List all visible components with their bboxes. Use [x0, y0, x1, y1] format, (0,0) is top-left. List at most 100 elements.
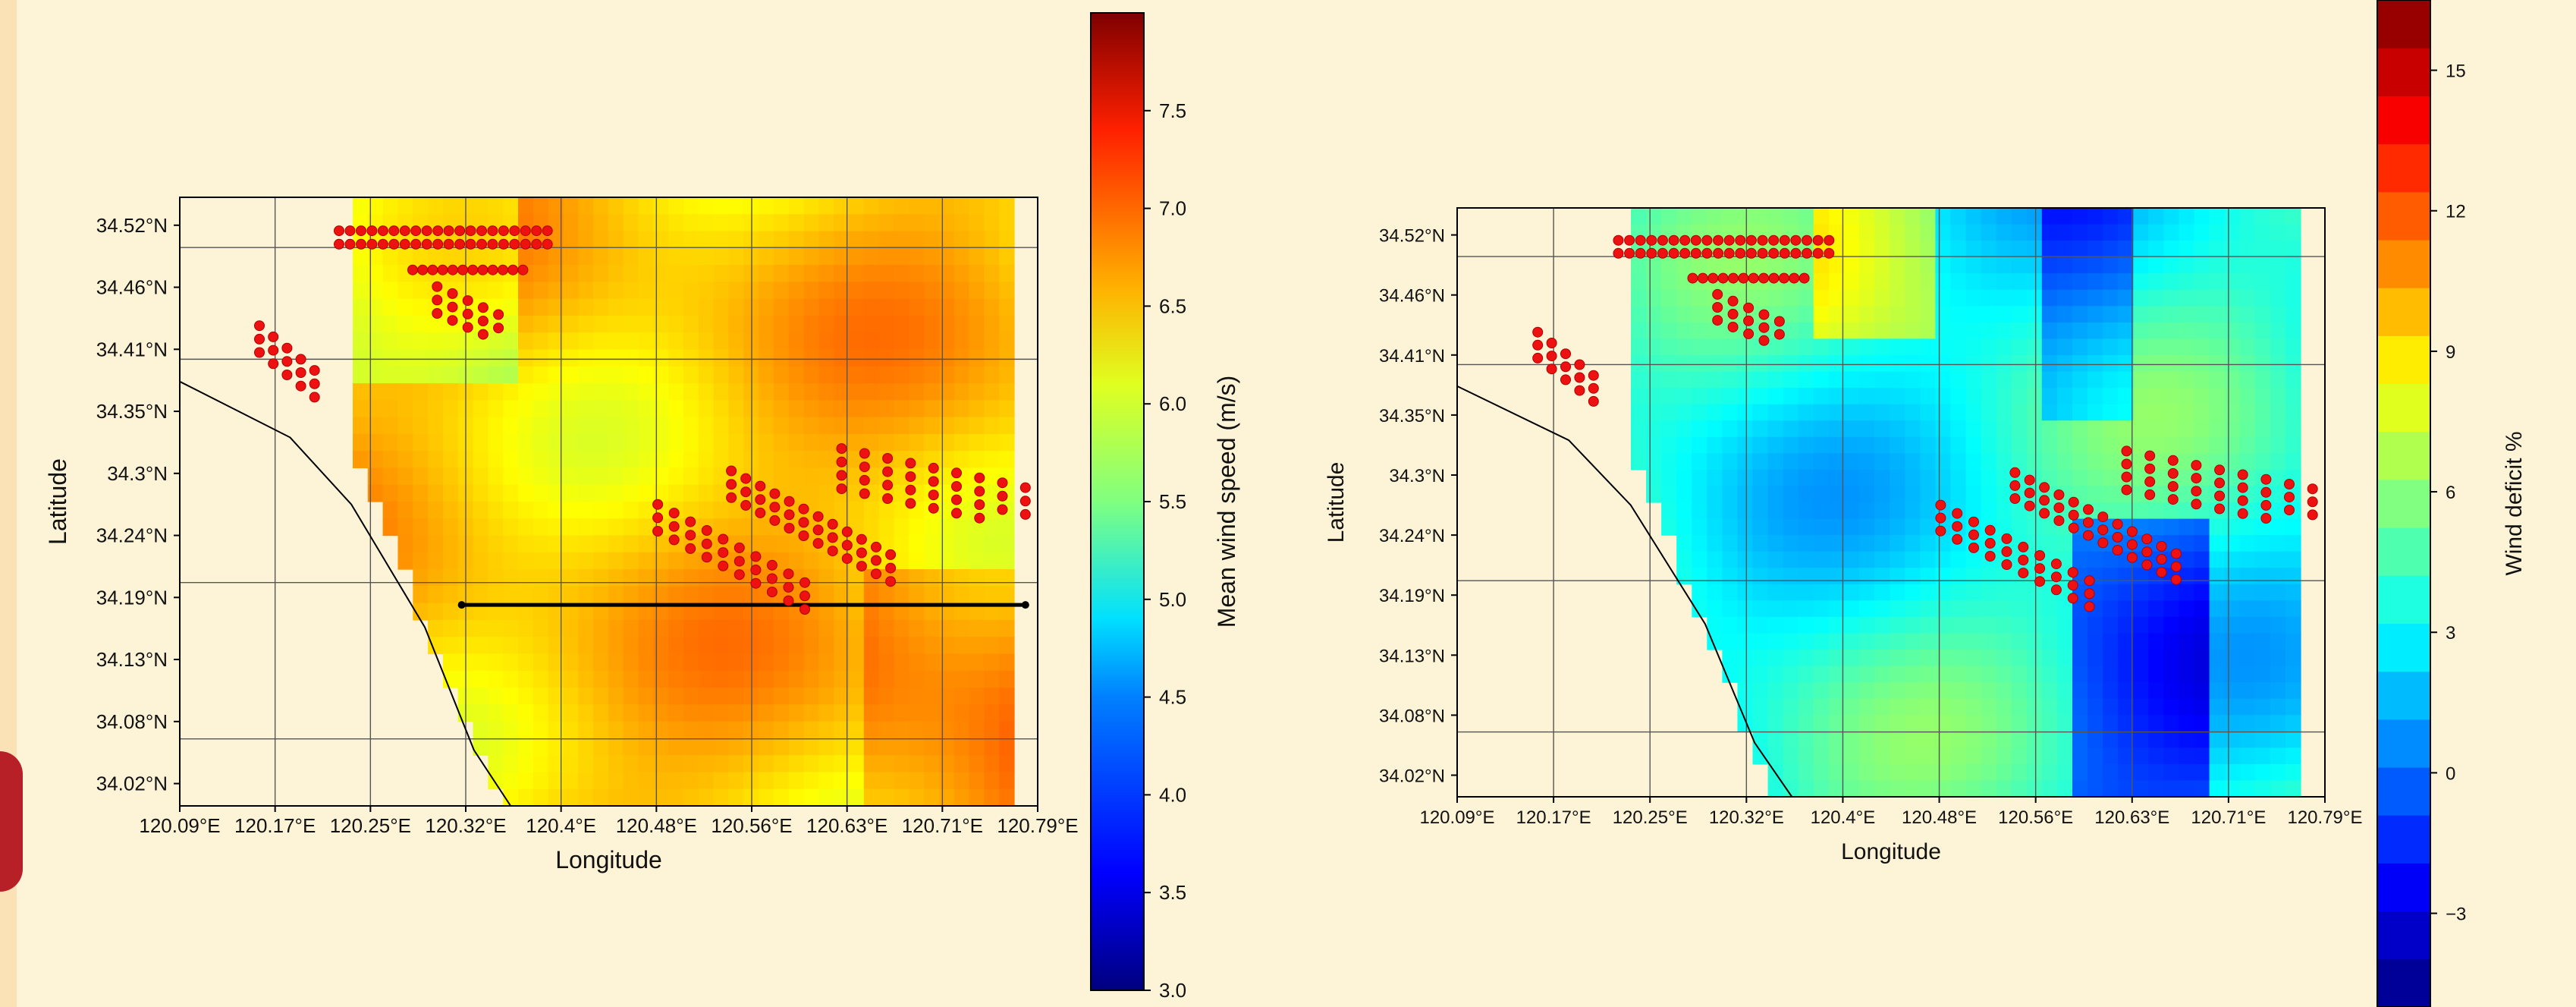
field-cell [548, 721, 564, 739]
field-cell [1950, 731, 1967, 748]
turbine-marker [836, 470, 847, 481]
field-cell [1859, 420, 1875, 438]
field-cell [2072, 388, 2088, 405]
field-cell [2011, 404, 2028, 421]
field-cell [638, 518, 654, 537]
field-cell [1844, 600, 1860, 618]
field-cell [818, 653, 834, 672]
field-cell [788, 755, 805, 773]
field-cell [1828, 388, 1845, 405]
field-cell [2224, 551, 2241, 568]
field-cell [1890, 486, 1905, 503]
field-cell [849, 704, 865, 722]
field-cell [818, 197, 834, 215]
field-cell [2148, 780, 2164, 798]
field-cell [548, 755, 564, 773]
field-cell [2179, 436, 2195, 454]
field-cell [1920, 682, 1936, 700]
turbine-marker [1768, 234, 1780, 246]
turbine-marker [652, 499, 664, 510]
field-cell [2088, 616, 2103, 634]
field-cell [503, 788, 519, 807]
field-cell [473, 586, 488, 604]
turbine-marker [477, 316, 488, 326]
field-cell [728, 231, 744, 249]
field-cell [818, 451, 834, 469]
field-cell [1965, 568, 1982, 585]
field-cell [683, 231, 699, 249]
field-cell [2285, 256, 2301, 274]
field-cell [999, 721, 1015, 739]
field-cell [773, 197, 790, 215]
field-cell [1965, 224, 1982, 241]
field-cell [473, 400, 488, 418]
field-cell [1905, 518, 1921, 536]
field-cell [849, 231, 865, 249]
field-cell [788, 282, 805, 300]
colorbar-band [2377, 383, 2430, 433]
field-cell [683, 214, 699, 232]
field-cell [728, 755, 744, 773]
field-cell [953, 619, 970, 637]
field-cell [773, 637, 790, 655]
field-cell [713, 653, 729, 672]
field-cell [397, 518, 413, 537]
field-cell [849, 282, 865, 300]
turbine-marker [734, 542, 745, 553]
field-cell [2254, 388, 2271, 405]
field-cell [818, 772, 834, 790]
field-cell [1981, 322, 1997, 340]
field-cell [2148, 289, 2164, 307]
field-cell [818, 688, 834, 705]
field-cell [2239, 715, 2256, 732]
field-cell [1798, 436, 1814, 454]
field-cell [759, 619, 774, 637]
field-cell [563, 332, 579, 351]
field-cell [608, 467, 624, 486]
field-cell [2285, 600, 2301, 618]
colorbar-tick-label: 9 [2446, 342, 2455, 363]
field-cell [2209, 715, 2226, 732]
field-cell [683, 298, 699, 316]
field-cell [909, 433, 925, 452]
turbine-marker [407, 264, 418, 275]
field-cell [1905, 568, 1921, 585]
field-cell [2103, 241, 2119, 258]
field-cell [953, 400, 970, 418]
field-cell [1935, 584, 1952, 601]
field-cell [2041, 338, 2058, 356]
field-cell [563, 298, 579, 316]
field-cell [894, 247, 909, 266]
field-cell [668, 349, 684, 367]
field-cell [2072, 338, 2088, 356]
field-cell [2072, 616, 2088, 634]
field-cell [2133, 666, 2149, 683]
field-cell [623, 772, 639, 790]
field-cell [473, 467, 488, 486]
field-cell [2224, 420, 2241, 438]
colorbar-tick-label: 7.5 [1159, 99, 1186, 122]
field-cell [668, 603, 684, 621]
field-cell [803, 400, 819, 418]
field-cell [2103, 682, 2119, 700]
field-cell [2011, 371, 2028, 389]
field-cell [2254, 306, 2271, 323]
field-cell [1722, 551, 1739, 568]
field-cell [2072, 600, 2088, 618]
field-cell [834, 721, 850, 739]
field-cell [1965, 420, 1982, 438]
field-cell [623, 231, 639, 249]
turbine-marker [882, 466, 894, 477]
turbine-marker [718, 560, 729, 571]
field-cell [818, 552, 834, 570]
field-cell [938, 265, 955, 282]
field-cell [1707, 338, 1723, 356]
field-cell [2026, 224, 2043, 241]
field-cell [1676, 502, 1692, 520]
field-cell [2072, 551, 2088, 568]
field-cell [1783, 208, 1799, 225]
field-cell [413, 400, 429, 418]
field-cell [1874, 600, 1890, 618]
field-cell [938, 383, 955, 401]
field-cell [1844, 518, 1860, 536]
